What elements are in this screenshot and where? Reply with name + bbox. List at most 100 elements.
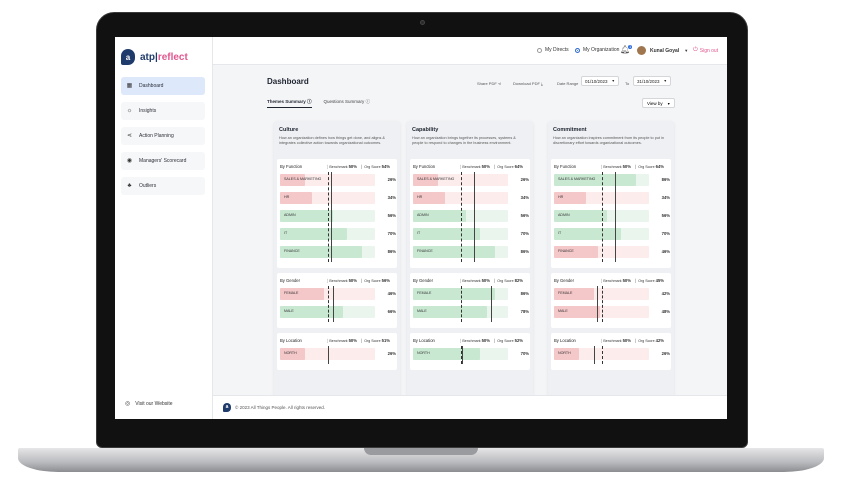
org-score-line bbox=[331, 172, 332, 262]
section-title: By Gender bbox=[413, 277, 434, 283]
row-label: FEMALE bbox=[417, 291, 432, 295]
row-label: MALE bbox=[558, 309, 568, 313]
row-value: 34% bbox=[520, 195, 529, 200]
score-bar-row[interactable]: MALE 78% bbox=[413, 306, 529, 318]
score-bar-row[interactable]: SALES & MARKETING 26% bbox=[280, 174, 396, 186]
benchmark-legend: ┊ Benchmark 50% bbox=[459, 163, 490, 169]
score-bar-row[interactable]: HR 34% bbox=[280, 192, 396, 204]
score-bar-row[interactable]: NORTH 70% bbox=[413, 348, 529, 360]
bar-fill bbox=[413, 348, 480, 360]
brand-mark-icon: a bbox=[121, 49, 135, 65]
score-bar-row[interactable]: ADMIN 56% bbox=[280, 210, 396, 222]
bar-rows: NORTH 26% bbox=[554, 346, 670, 364]
tab-themes-summary[interactable]: Themes Summary ⓘ bbox=[267, 99, 312, 108]
notifications-button[interactable]: 🔔︎ 1 bbox=[620, 45, 633, 54]
row-label: NORTH bbox=[284, 351, 297, 355]
user-menu[interactable]: Kunal Goyal ▼ bbox=[637, 46, 688, 55]
date-to-select[interactable]: 31/10/2023 ▼ bbox=[633, 76, 671, 86]
row-value: 46% bbox=[387, 291, 396, 296]
sidebar-item-dashboard[interactable]: ▦ Dashboard bbox=[121, 77, 205, 95]
benchmark-label: Benchmark bbox=[329, 164, 348, 169]
org-score-value: 56% bbox=[381, 277, 390, 283]
people-icon: ♣ bbox=[127, 182, 132, 189]
score-bar-row[interactable]: IT 70% bbox=[280, 228, 396, 240]
radio-icon bbox=[537, 47, 542, 53]
score-bar-row[interactable]: NORTH 26% bbox=[280, 348, 396, 360]
sidebar-item-insights[interactable]: ☼ Insights bbox=[121, 102, 205, 120]
date-from-select[interactable]: 01/10/2023 ▼ bbox=[581, 76, 619, 86]
score-bar-row[interactable]: ADMIN 56% bbox=[554, 210, 670, 222]
brand-logo[interactable]: a atp|reflect bbox=[121, 47, 188, 67]
score-bar-row[interactable]: FEMALE 46% bbox=[280, 288, 396, 300]
row-label: ADMIN bbox=[558, 213, 570, 217]
breakdown-section: By Location ┊ Benchmark 50% │ Org Score 52… bbox=[410, 333, 530, 370]
org-score-line bbox=[474, 172, 475, 262]
score-bar-row[interactable]: FEMALE 42% bbox=[554, 288, 670, 300]
sign-out-button[interactable]: ⏻ Sign out bbox=[693, 47, 718, 54]
score-bar-row[interactable]: HR 34% bbox=[554, 192, 670, 204]
score-bar-row[interactable]: NORTH 26% bbox=[554, 348, 670, 360]
row-label: HR bbox=[558, 195, 564, 199]
my-directs-radio[interactable]: My Directs bbox=[537, 47, 569, 53]
org-score-label: Org Score bbox=[364, 164, 381, 169]
score-bar-row[interactable]: MALE 66% bbox=[280, 306, 396, 318]
row-value: 26% bbox=[387, 351, 396, 356]
row-label: HR bbox=[284, 195, 290, 199]
org-score-value: 52% bbox=[514, 337, 523, 343]
sidebar-item-managers-scorecard[interactable]: ◉ Managers' Scorecard bbox=[121, 152, 205, 170]
row-value: 86% bbox=[520, 249, 529, 254]
visit-website-label: Visit our Website bbox=[135, 400, 173, 407]
score-bar-row[interactable]: MALE 48% bbox=[554, 306, 670, 318]
row-value: 26% bbox=[661, 351, 670, 356]
visit-website-link[interactable]: ◎ Visit our Website bbox=[125, 400, 173, 408]
benchmark-legend: ┊ Benchmark 50% bbox=[600, 163, 631, 169]
row-label: NORTH bbox=[558, 351, 571, 355]
share-pdf-label: Share PDF bbox=[477, 81, 497, 86]
breakdown-section: By Gender ┊ Benchmark 50% │ Org Score 56% F… bbox=[277, 273, 397, 328]
row-value: 26% bbox=[520, 177, 529, 182]
chevron-down-icon: ▼ bbox=[663, 79, 667, 83]
share-pdf-button[interactable]: Share PDF ⋖ bbox=[477, 81, 501, 86]
benchmark-label: Benchmark bbox=[462, 278, 481, 283]
org-score-label: Org Score bbox=[497, 278, 514, 283]
breakdown-section: By Function ┊ Benchmark 50% │ Org Score 64… bbox=[410, 159, 530, 268]
row-value: 56% bbox=[387, 213, 396, 218]
row-value: 78% bbox=[520, 309, 529, 314]
breakdown-section: By Location ┊ Benchmark 50% │ Org Score 51… bbox=[277, 333, 397, 370]
score-bar-row[interactable]: FINANCE 86% bbox=[413, 246, 529, 258]
score-bar-row[interactable]: FEMALE 86% bbox=[413, 288, 529, 300]
section-title: By Location bbox=[280, 337, 302, 343]
bar-fill bbox=[280, 228, 347, 240]
score-bar-row[interactable]: SALES & MARKETING 26% bbox=[413, 174, 529, 186]
benchmark-label: Benchmark bbox=[329, 338, 348, 343]
score-bar-row[interactable]: ADMIN 56% bbox=[413, 210, 529, 222]
org-score-legend: │ Org Score 64% bbox=[634, 163, 664, 169]
score-bar-row[interactable]: IT 70% bbox=[554, 228, 670, 240]
org-score-label: Org Score bbox=[497, 338, 514, 343]
benchmark-value: 50% bbox=[348, 163, 357, 169]
grid-icon: ▦ bbox=[126, 82, 133, 89]
bar-fill bbox=[554, 348, 579, 360]
benchmark-label: Benchmark bbox=[462, 338, 481, 343]
org-score-value: 82% bbox=[514, 277, 523, 283]
org-score-value: 42% bbox=[655, 337, 664, 343]
score-bar-row[interactable]: HR 34% bbox=[413, 192, 529, 204]
breakdown-section: By Function ┊ Benchmark 50% │ Org Score 64… bbox=[551, 159, 671, 268]
bulb-icon: ☼ bbox=[126, 107, 133, 114]
score-bar-row[interactable]: IT 70% bbox=[413, 228, 529, 240]
tab-questions-summary[interactable]: Questions Summary ⓘ bbox=[324, 99, 371, 108]
org-score-value: 51% bbox=[381, 337, 390, 343]
score-bar-row[interactable]: FINANCE 46% bbox=[554, 246, 670, 258]
row-label: FINANCE bbox=[284, 249, 300, 253]
bar-fill bbox=[413, 210, 466, 222]
my-organization-radio[interactable]: My Organization bbox=[575, 47, 619, 53]
row-value: 66% bbox=[387, 309, 396, 314]
sidebar-item-action-planning[interactable]: ⋖ Action Planning bbox=[121, 127, 205, 145]
org-score-legend: │ Org Score 42% bbox=[634, 337, 664, 343]
score-bar-row[interactable]: SALES & MARKETING 86% bbox=[554, 174, 670, 186]
view-by-select[interactable]: View by ▼ bbox=[642, 98, 676, 108]
row-value: 34% bbox=[661, 195, 670, 200]
download-pdf-button[interactable]: Download PDF ⤓ bbox=[513, 81, 543, 86]
sidebar-item-outliers[interactable]: ♣ Outliers bbox=[121, 177, 205, 195]
score-bar-row[interactable]: FINANCE 86% bbox=[280, 246, 396, 258]
